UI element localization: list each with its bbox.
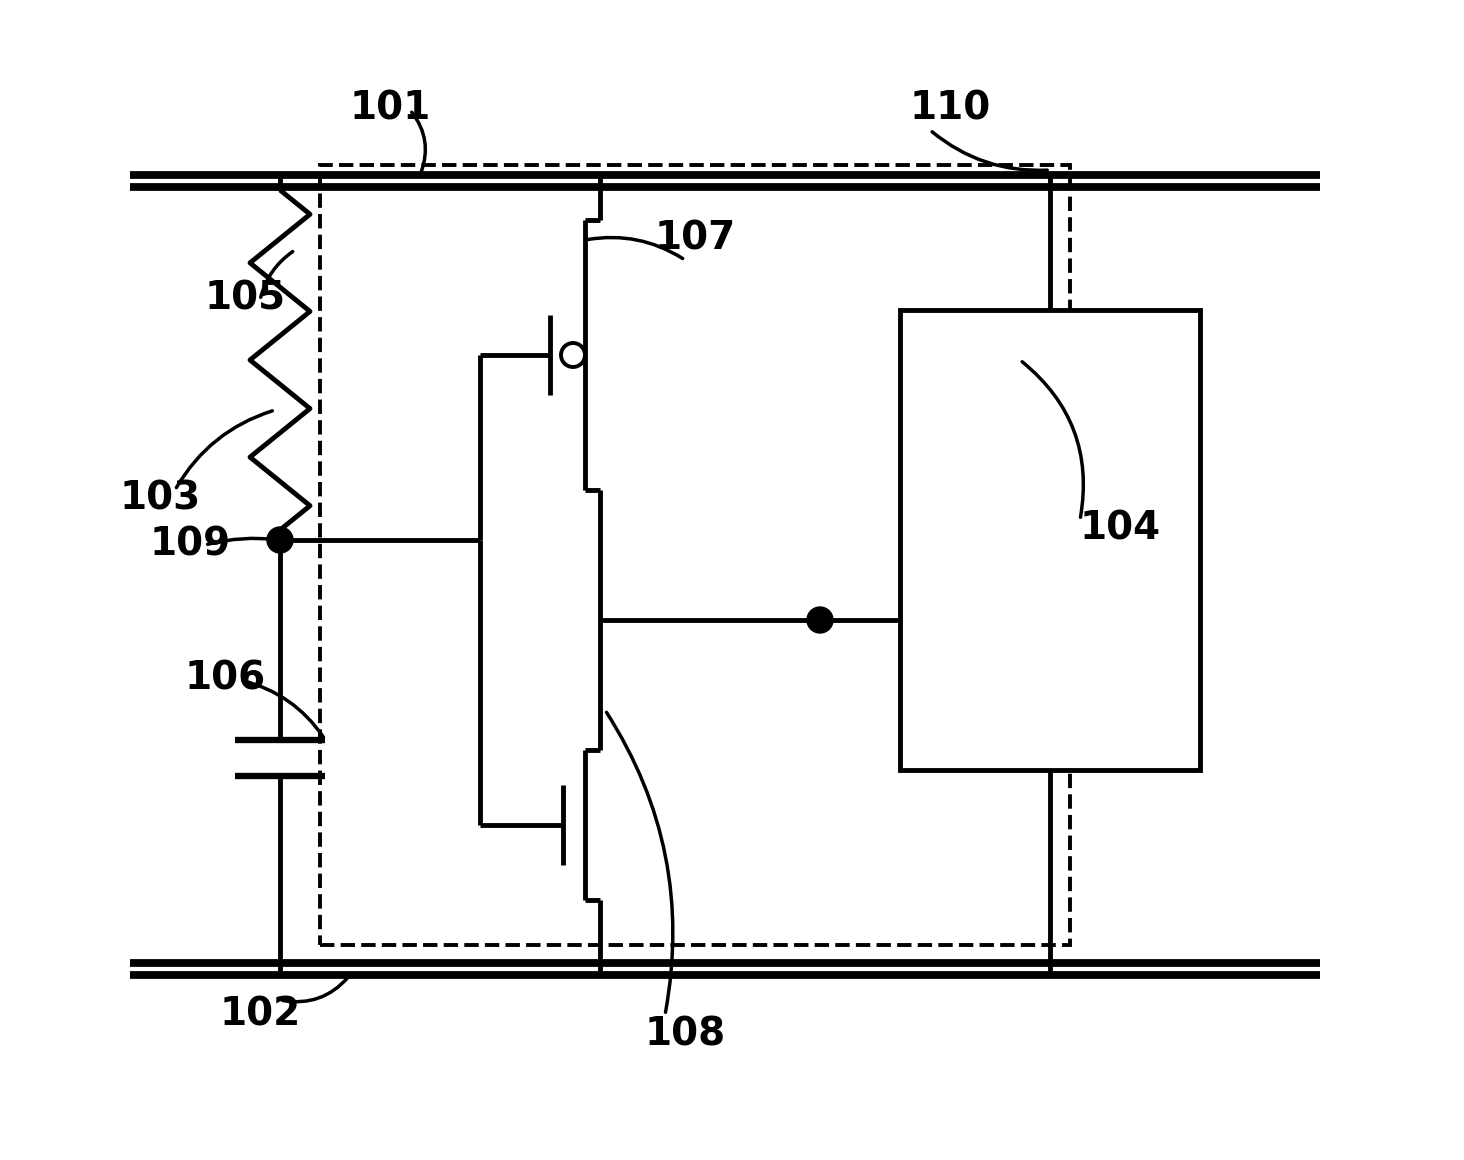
Text: 103: 103 xyxy=(120,480,201,519)
Text: 106: 106 xyxy=(184,660,266,698)
Text: 109: 109 xyxy=(149,525,231,563)
Text: 110: 110 xyxy=(911,90,991,128)
Text: 101: 101 xyxy=(350,90,432,128)
Bar xyxy=(900,310,1200,770)
Text: 105: 105 xyxy=(205,280,285,318)
Text: 107: 107 xyxy=(654,220,736,258)
Bar xyxy=(321,165,1070,945)
Text: 108: 108 xyxy=(646,1015,726,1053)
Circle shape xyxy=(807,607,833,633)
Circle shape xyxy=(266,527,293,553)
Text: 102: 102 xyxy=(220,995,302,1034)
Circle shape xyxy=(561,343,586,367)
Text: 104: 104 xyxy=(1080,510,1161,548)
